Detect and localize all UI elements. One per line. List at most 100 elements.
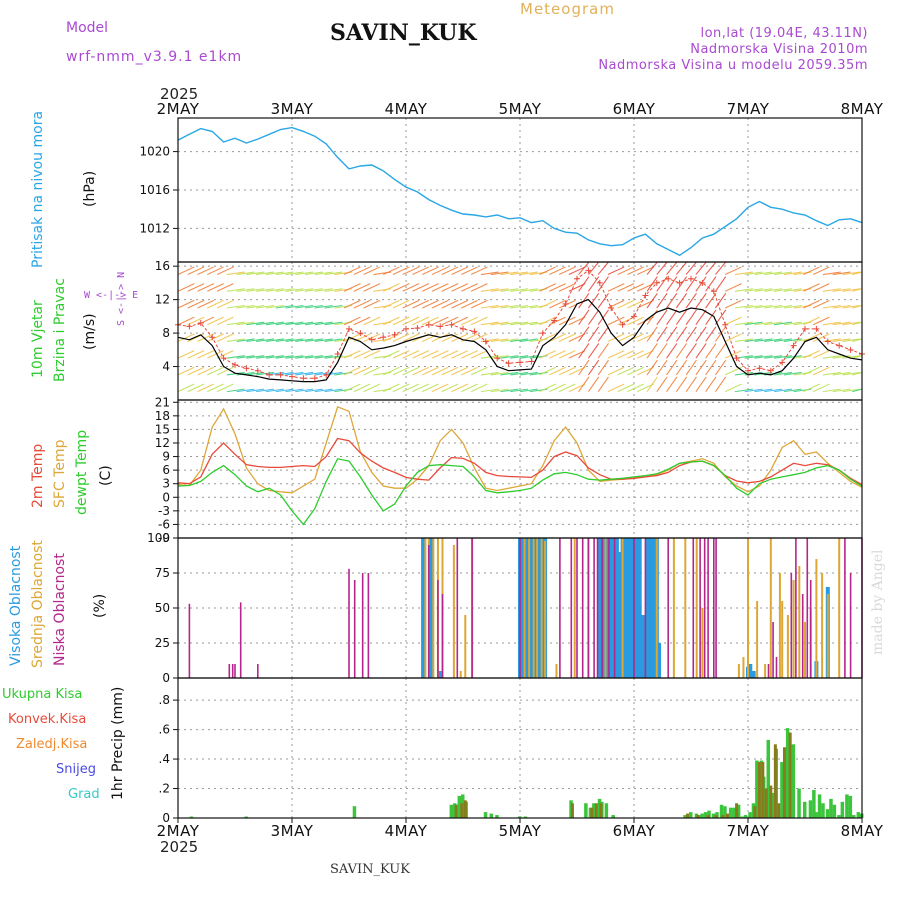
frozen-precip-bar: [721, 815, 725, 818]
wind-arrow: [519, 271, 538, 276]
wind-arrow: [422, 283, 439, 292]
wind-arrow: [265, 388, 284, 393]
wind-arrow: [216, 266, 234, 276]
total-precip-bar: [189, 816, 194, 818]
wind-arrow: [754, 355, 773, 359]
wind-arrow: [783, 338, 802, 342]
wind-arrow: [744, 304, 763, 309]
wind-arrow: [402, 266, 420, 276]
wind-gust-point: [824, 338, 831, 345]
wind-arrow: [852, 388, 863, 393]
wind-arrow: [304, 304, 323, 309]
wind-arrow: [519, 304, 538, 309]
total-precip-bar: [840, 801, 845, 818]
total-precip-bar: [698, 815, 702, 818]
wind-arrow: [597, 276, 609, 292]
total-precip-bar: [755, 760, 759, 818]
wind-arrow: [587, 309, 600, 326]
wind-arrow: [519, 338, 538, 342]
wind-arrow: [275, 321, 294, 326]
total-precip-bar: [856, 812, 861, 818]
low-cloud-bar: [188, 603, 191, 678]
wind-gust-point: [266, 371, 273, 378]
high-cloud-bar: [520, 538, 525, 678]
ytick-label: 0: [162, 490, 170, 504]
wind-arrow: [724, 383, 742, 393]
wind-arrow: [714, 343, 727, 359]
wind-arrow: [197, 283, 215, 292]
mid-cloud-bar: [756, 601, 759, 678]
wind-arrow: [187, 366, 205, 376]
wind-arrow: [216, 350, 234, 359]
low-cloud-bar: [613, 538, 616, 678]
wind-arrow: [500, 388, 519, 393]
wind-arrow: [246, 355, 265, 359]
dewpt-temp-line: [177, 458, 863, 526]
mid-cloud-bar: [604, 538, 607, 678]
total-precip-bar: [584, 803, 588, 818]
wind-gust-point: [391, 331, 398, 338]
wind-arrow: [587, 376, 600, 392]
mid-cloud-bar: [432, 538, 435, 678]
wind-arrow: [343, 316, 361, 326]
wind-arrow: [441, 283, 459, 292]
wind-arrow: [295, 388, 314, 393]
high-cloud-bar: [438, 671, 443, 678]
wind-arrow: [382, 299, 400, 309]
wind-arrow: [461, 266, 478, 276]
wind-arrow: [392, 366, 410, 376]
wind-gust-point: [471, 328, 478, 335]
wind-arrow: [812, 316, 830, 326]
wind-arrow: [558, 350, 576, 359]
time-label-top: 5MAY: [499, 100, 542, 118]
total-precip-bar: [707, 810, 711, 818]
wind-arrow: [304, 288, 323, 292]
total-precip-bar: [817, 794, 822, 818]
precip-legend-snow: Snijeg: [56, 762, 96, 777]
wind-arrow: [490, 288, 509, 292]
wind-gust-point: [334, 351, 341, 357]
ytick-label: 25: [155, 636, 170, 650]
wind-arrow: [246, 271, 265, 276]
wind-arrow: [539, 266, 557, 276]
high-cloud-bar: [618, 552, 623, 678]
wind-arrow: [510, 355, 529, 359]
wind-arrow: [812, 283, 830, 292]
wind-arrow: [451, 283, 469, 292]
wind-speed-line: [177, 298, 863, 383]
wind-arrow: [304, 371, 323, 376]
wind-arrow: [734, 271, 753, 276]
wind-arrow: [587, 276, 600, 292]
wind-arrow: [842, 338, 861, 342]
wind-arrow: [412, 350, 430, 359]
wind-arrow: [275, 338, 294, 342]
wind-arrow: [754, 321, 773, 326]
wind-arrow: [685, 276, 697, 292]
wind-gust-point: [790, 342, 797, 349]
wind-arrow: [226, 321, 245, 326]
low-cloud-bar: [596, 538, 599, 678]
low-cloud-bar: [790, 573, 793, 678]
low-cloud-bar: [576, 538, 578, 678]
total-precip-bar: [797, 788, 801, 818]
wind-arrow: [705, 359, 717, 376]
wind-arrow: [539, 299, 557, 309]
wind-arrow: [734, 288, 753, 292]
wind-arrow: [587, 359, 600, 376]
wind-gust-point: [528, 358, 535, 365]
wind-gust-point: [688, 275, 694, 282]
wind-gust-point: [631, 313, 637, 320]
mid-cloud-bar: [555, 664, 558, 678]
wind-arrow: [246, 321, 265, 326]
high-cloud-bar: [652, 538, 657, 678]
wind-arrow: [177, 350, 195, 359]
panel-frame: [177, 399, 863, 539]
wind-arrow: [314, 304, 333, 309]
wind-arrow: [382, 283, 400, 292]
mid-cloud-bar: [695, 538, 698, 678]
wind-arrow: [597, 261, 609, 275]
frozen-precip-bar: [460, 803, 464, 818]
wind-gust-point: [619, 321, 626, 328]
wind-arrow: [773, 321, 792, 326]
wind-gust-point: [437, 323, 444, 330]
